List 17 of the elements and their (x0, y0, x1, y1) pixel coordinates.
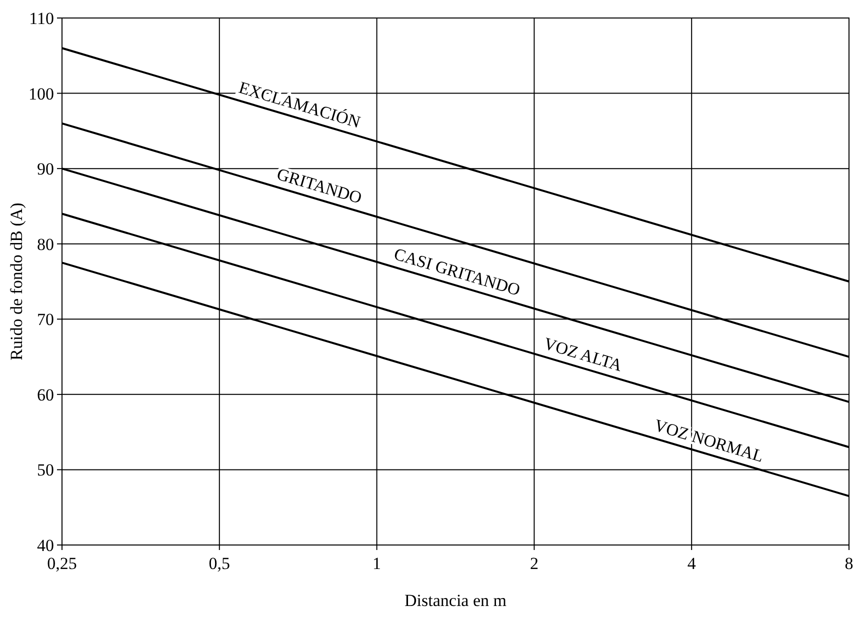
y-tick-label: 80 (37, 234, 54, 254)
x-tick-label: 1 (372, 554, 382, 573)
x-tick-label: 0,25 (47, 554, 77, 573)
x-tick-label: 4 (687, 554, 696, 573)
y-tick-label: 40 (37, 536, 54, 555)
x-tick-label: 8 (844, 554, 854, 573)
text: VOZ ALTA (542, 334, 626, 376)
x-axis-title: Distancia en m (404, 591, 506, 610)
y-tick-label: 70 (37, 310, 54, 330)
y-tick-label: 110 (29, 9, 54, 28)
x-tick-label: 0,5 (208, 554, 230, 573)
y-tick-label: 100 (28, 84, 54, 104)
y-tick-label: 90 (37, 160, 54, 179)
x-tick-label: 2 (530, 554, 538, 573)
y-tick-label: 50 (37, 460, 54, 480)
y-tick-label: 60 (37, 385, 54, 404)
y-axis-title: Ruido de fondo dB (A) (7, 202, 26, 360)
